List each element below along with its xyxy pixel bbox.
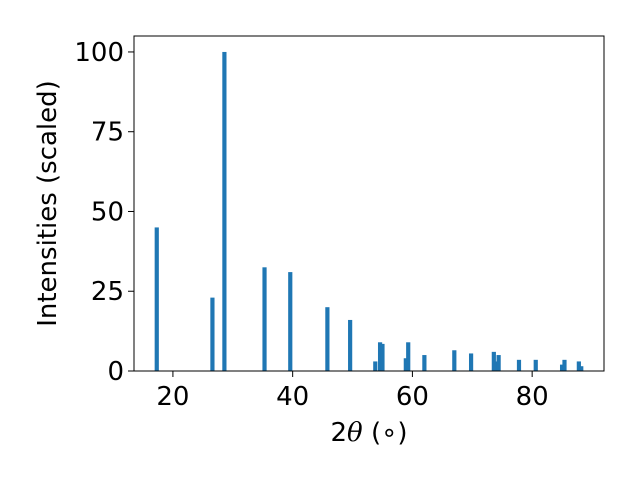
bar-18 bbox=[516, 359, 522, 371]
bar-12 bbox=[422, 355, 427, 371]
x-axis-label-prefix: 2 bbox=[330, 418, 347, 448]
x-axis-label-symbol: θ bbox=[347, 418, 363, 448]
y-tick-label-50: 50 bbox=[91, 197, 124, 227]
bar-5 bbox=[325, 307, 330, 371]
bar-2 bbox=[222, 51, 227, 371]
x-tick-label-80: 80 bbox=[516, 382, 549, 412]
y-tick-label-25: 25 bbox=[91, 277, 124, 307]
bar-11 bbox=[406, 342, 411, 371]
y-tick-label-75: 75 bbox=[91, 118, 124, 148]
y-axis-label: Intensities (scaled) bbox=[33, 80, 63, 327]
y-tick-label-0: 0 bbox=[107, 357, 124, 387]
bar-6 bbox=[348, 319, 353, 371]
bar-19 bbox=[533, 359, 538, 371]
bar-7 bbox=[373, 361, 378, 371]
x-axis-ticks: 20 40 60 80 bbox=[156, 371, 549, 412]
bar-20 bbox=[559, 364, 565, 371]
bar-21 bbox=[562, 359, 567, 371]
bar-15 bbox=[491, 351, 496, 371]
bar-17 bbox=[496, 355, 501, 371]
x-axis-label: 2θ (∘) bbox=[330, 418, 407, 448]
bar-23 bbox=[579, 366, 584, 371]
bar-13 bbox=[452, 350, 457, 371]
x-tick-label-40: 40 bbox=[276, 382, 309, 412]
plot-frame bbox=[133, 35, 605, 372]
bar-1 bbox=[210, 297, 215, 371]
bar-16 bbox=[494, 361, 499, 371]
bar-8 bbox=[377, 342, 383, 371]
x-tick-label-60: 60 bbox=[396, 382, 429, 412]
bar-14 bbox=[468, 353, 474, 371]
bar-22 bbox=[576, 361, 581, 371]
y-tick-label-100: 100 bbox=[74, 38, 124, 68]
x-tick-label-20: 20 bbox=[156, 382, 189, 412]
bar-10 bbox=[403, 358, 408, 371]
bar-0 bbox=[154, 227, 159, 371]
x-axis-label-suffix: (∘) bbox=[363, 418, 408, 448]
bar-4 bbox=[288, 272, 293, 371]
bar-9 bbox=[380, 343, 385, 371]
bars-group bbox=[154, 51, 584, 371]
y-axis-ticks: 0 25 50 75 100 bbox=[74, 38, 134, 387]
bar-3 bbox=[262, 267, 267, 371]
